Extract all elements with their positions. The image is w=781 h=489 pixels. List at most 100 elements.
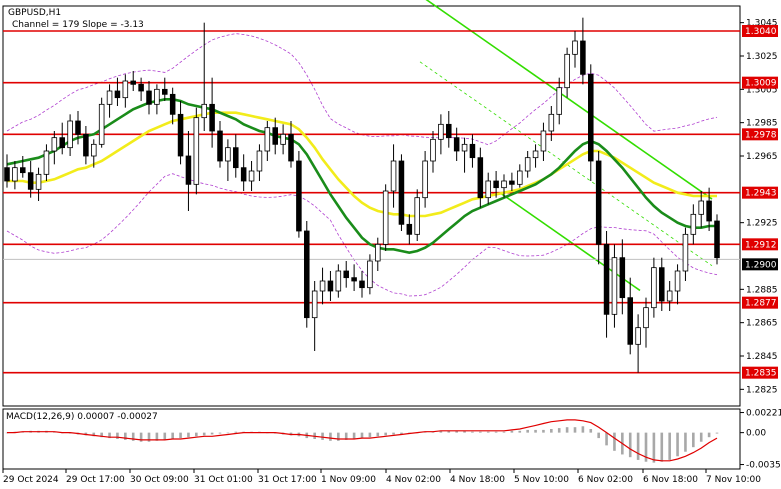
- price-tick-label: 1.2825: [746, 385, 778, 395]
- level-tag-bg: [742, 76, 778, 89]
- macd-histogram-bar: [195, 432, 198, 437]
- channel-upper-line: [425, 0, 713, 200]
- level-tag-label: 1.2835: [745, 369, 777, 379]
- candle-body: [162, 88, 168, 95]
- candle-body: [130, 80, 136, 85]
- macd-histogram-bar: [368, 432, 372, 438]
- candle-body: [666, 290, 673, 302]
- candle: [517, 164, 523, 188]
- candle: [319, 267, 326, 305]
- macd-histogram-bar: [486, 431, 490, 433]
- candle-body: [682, 233, 689, 272]
- macd-histogram-bar: [108, 432, 111, 439]
- time-tick-label: 31 Oct 01:00: [194, 475, 253, 485]
- candle: [114, 77, 121, 106]
- candle: [272, 117, 278, 155]
- channel-mid-line: [419, 61, 713, 267]
- macd-panel: 0.00221 0.00 -0.00351: [5, 409, 781, 471]
- candle: [264, 121, 271, 161]
- macd-histogram-bar: [668, 432, 671, 460]
- candle-body: [343, 270, 349, 279]
- candle: [698, 191, 704, 228]
- candle-body: [532, 150, 539, 159]
- candle: [477, 147, 484, 208]
- candle: [406, 214, 413, 245]
- candle-body: [280, 133, 286, 145]
- symbol-label: GBPUSD,H1: [8, 8, 61, 18]
- macd-histogram-bar: [510, 430, 514, 433]
- main-plot-frame: [2, 5, 741, 407]
- level-tag-bg: [742, 296, 778, 309]
- candle-body: [12, 167, 18, 182]
- level-tag-bg: [742, 366, 778, 379]
- macd-histogram-bar: [707, 432, 711, 438]
- macd-histogram-bar: [384, 432, 387, 436]
- macd-histogram-bar: [337, 432, 340, 441]
- macd-histogram-bar: [352, 432, 356, 439]
- candle-body: [233, 147, 239, 169]
- candle: [461, 137, 468, 173]
- candle: [12, 161, 18, 190]
- candle: [524, 151, 531, 178]
- candle: [154, 84, 160, 115]
- level-tag-label: 1.2877: [745, 299, 777, 309]
- macd-histogram-bar: [179, 432, 182, 439]
- candle: [690, 204, 697, 245]
- macd-histogram-bar: [147, 432, 151, 442]
- candle: [422, 151, 428, 208]
- time-tick-label: 4 Nov 18:00: [450, 475, 505, 485]
- candle-body: [619, 257, 626, 299]
- level-tag-label: 1.2943: [745, 189, 777, 199]
- macd-histogram-bar: [557, 428, 561, 433]
- candle: [485, 172, 491, 205]
- candle-body: [556, 87, 562, 115]
- price-tick-label: 1.2985: [746, 119, 778, 129]
- candle-body: [106, 90, 113, 105]
- ma-fast-line: [6, 98, 717, 255]
- candle: [51, 131, 58, 165]
- macd-histogram-bar: [628, 432, 632, 458]
- macd-histogram-bar: [116, 432, 119, 439]
- price-tick-label: 1.2845: [746, 352, 778, 362]
- macd-tick-label: 0.00221: [746, 409, 781, 419]
- candle: [446, 111, 452, 148]
- candle: [185, 131, 192, 211]
- candle: [359, 271, 365, 298]
- candle-body: [588, 73, 594, 162]
- candle-body: [327, 280, 334, 292]
- candle-body: [83, 133, 89, 157]
- candle: [643, 297, 649, 348]
- candle: [572, 31, 578, 68]
- candle: [20, 156, 26, 178]
- price-tick-label: 1.2885: [746, 285, 778, 295]
- candle-body: [659, 267, 665, 302]
- candle: [217, 121, 223, 168]
- candle: [619, 239, 626, 315]
- candle: [83, 126, 89, 165]
- candle: [327, 271, 334, 301]
- candle-body: [422, 160, 428, 199]
- candle: [233, 134, 239, 178]
- macd-histogram-bar: [605, 432, 608, 446]
- macd-histogram-bar: [226, 432, 230, 434]
- candle: [296, 151, 302, 238]
- candle-body: [446, 123, 452, 139]
- macd-histogram-bar: [210, 432, 214, 435]
- candle: [548, 106, 555, 141]
- candle-body: [122, 80, 129, 99]
- level-tag-label: 1.3009: [745, 79, 777, 89]
- candle-body: [453, 137, 460, 152]
- macd-histogram-bar: [376, 432, 380, 437]
- macd-histogram-bar: [155, 432, 159, 441]
- macd-histogram-bar: [321, 432, 324, 440]
- macd-histogram-bar: [660, 432, 664, 462]
- candle-body: [240, 167, 247, 182]
- candle-body: [674, 270, 681, 292]
- candle-body: [690, 213, 697, 235]
- candle: [288, 121, 294, 168]
- candle: [122, 74, 129, 108]
- candle-body: [75, 120, 81, 135]
- macd-histogram-bar: [124, 432, 127, 440]
- candle: [375, 237, 381, 271]
